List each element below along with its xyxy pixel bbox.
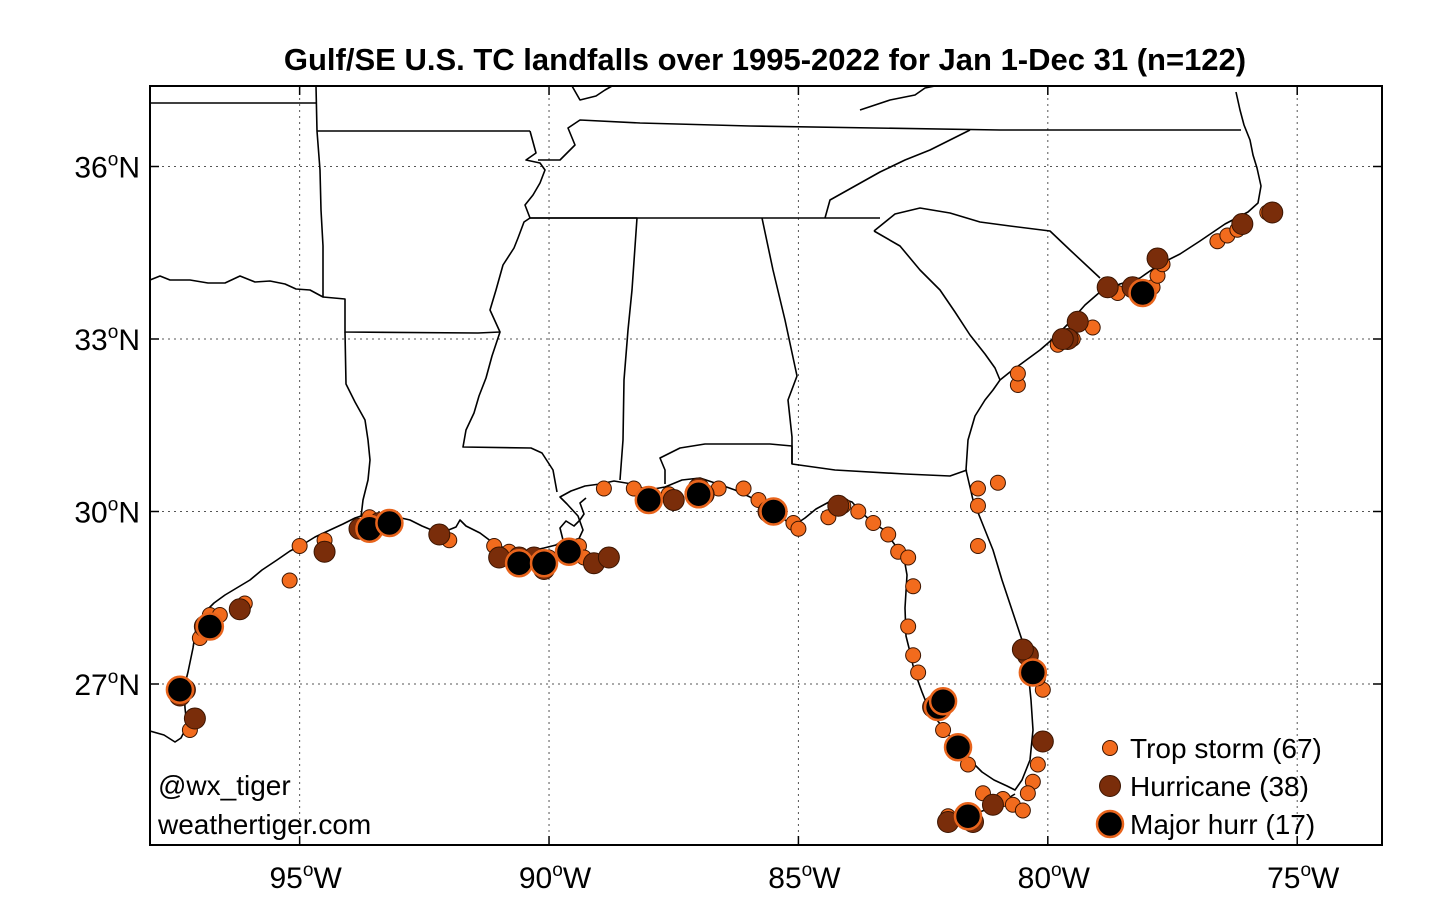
landfall-point-hu	[1231, 213, 1254, 235]
landfall-point-hu	[313, 540, 336, 563]
x-tick-label: 95oW	[269, 860, 342, 895]
landfall-point-hu	[1261, 201, 1284, 224]
arkansas-border	[322, 130, 546, 334]
landfall-point-mh	[759, 497, 788, 526]
landfall-point-ts	[790, 520, 807, 537]
landfall-point-ts	[595, 480, 612, 497]
landfall-point-ts	[1019, 785, 1036, 802]
landfall-point-hu	[428, 523, 451, 546]
landfall-point-hu	[183, 707, 206, 730]
landfall-point-hu	[1096, 276, 1119, 299]
landfall-point-ts	[969, 480, 986, 497]
landfall-point-hu	[981, 793, 1004, 816]
landfall-point-ts	[865, 515, 882, 531]
landfall-point-ts	[905, 578, 922, 595]
chart-title: Gulf/SE U.S. TC landfalls over 1995-2022…	[284, 42, 1246, 77]
landfall-point-hu	[597, 546, 620, 569]
fl-north-border	[659, 443, 968, 484]
state-borders	[150, 86, 1262, 826]
landfall-point-mh	[634, 485, 664, 515]
va-wv-border	[859, 86, 936, 111]
landfall-point-mh	[504, 549, 534, 578]
x-axis-ticks: 95oW 90oW 85oW 80oW 75oW	[269, 86, 1340, 895]
landfall-point-hu	[1146, 247, 1169, 270]
landfall-point-ts	[281, 572, 298, 589]
legend-label: Major hurr (17)	[1130, 809, 1315, 840]
coastline	[150, 91, 1262, 791]
ok-tx-border	[150, 86, 324, 298]
landfall-point-mh	[1018, 658, 1048, 687]
landfall-point-ts	[1014, 802, 1031, 819]
y-tick-label: 27oN	[74, 667, 140, 702]
landfall-point-hu	[827, 494, 850, 517]
ky-oh-border	[571, 86, 613, 101]
gridlines	[150, 86, 1382, 845]
credit-site: weathertiger.com	[157, 809, 371, 840]
nc-tn-border	[824, 129, 971, 219]
y-tick-label: 33oN	[74, 322, 140, 357]
landfall-point-mh	[375, 508, 404, 538]
landfall-point-hu	[228, 598, 251, 621]
landfall-point-mh	[684, 480, 713, 509]
y-tick-label: 36oN	[74, 150, 140, 185]
credit-handle: @wx_tiger	[158, 770, 291, 801]
mississippi-delta	[555, 497, 587, 546]
landfall-point-hu	[1066, 310, 1089, 333]
landfall-point-ts	[1009, 365, 1026, 382]
landfall-point-mh	[554, 537, 584, 566]
landfall-point-hu	[1051, 328, 1074, 350]
ga-sc-border	[873, 230, 1001, 381]
legend-marker-hu	[1099, 775, 1121, 797]
landfall-point-ts	[905, 647, 922, 664]
landfall-points	[165, 201, 1284, 833]
plot-frame	[149, 85, 1383, 846]
la-ms-border	[462, 331, 558, 493]
legend-label: Trop storm (67)	[1130, 733, 1322, 764]
landfall-point-ts	[900, 549, 917, 566]
al-ga-border	[761, 217, 798, 464]
landfall-point-mh	[195, 612, 225, 641]
tn-ky-border	[538, 119, 1241, 161]
tx-la-border	[344, 331, 371, 518]
x-tick-label: 85oW	[768, 860, 841, 895]
landfall-point-mh	[165, 675, 195, 704]
landfall-point-hu	[1011, 638, 1034, 661]
sc-nc-border	[873, 207, 1101, 279]
landfall-point-mh	[529, 549, 559, 578]
ms-al-border	[530, 217, 638, 481]
landfall-point-ts	[935, 722, 952, 738]
x-tick-label: 80oW	[1018, 860, 1091, 895]
landfall-point-hu	[1031, 730, 1054, 753]
landfall-point-mh	[953, 802, 983, 831]
legend-marker-ts	[1102, 740, 1118, 756]
x-tick-label: 90oW	[519, 860, 592, 895]
landfall-point-hu	[662, 489, 685, 511]
legend-marker-mh	[1095, 809, 1125, 839]
landfall-point-mh	[943, 733, 973, 762]
x-tick-label: 75oW	[1267, 860, 1340, 895]
landfall-point-ts	[1029, 756, 1046, 773]
landfall-point-ts	[850, 503, 867, 520]
y-axis-ticks: 27oN 30oN 33oN 36oN	[74, 150, 1382, 702]
landfall-point-mh	[1128, 278, 1157, 308]
landfall-point-ts	[291, 538, 308, 554]
landfall-point-ts	[910, 664, 927, 681]
y-tick-label: 30oN	[74, 495, 140, 530]
landfall-point-mh	[928, 687, 958, 716]
landfall-point-ts	[989, 474, 1006, 491]
landfall-point-ts	[969, 538, 986, 554]
landfall-point-ts	[969, 497, 986, 514]
landfall-point-ts	[735, 480, 752, 497]
landfall-point-ts	[880, 526, 897, 543]
landfall-point-ts	[900, 618, 917, 635]
legend-label: Hurricane (38)	[1130, 771, 1309, 802]
legend: Trop storm (67) Hurricane (38) Major hurr …	[1095, 733, 1322, 840]
